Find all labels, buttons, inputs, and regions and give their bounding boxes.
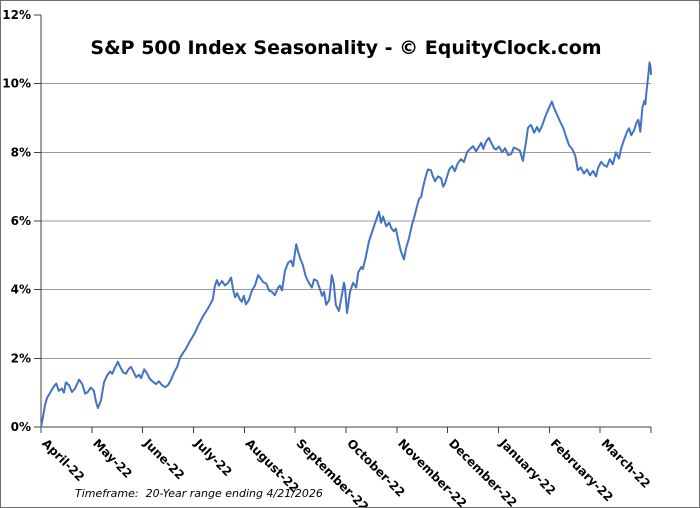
seasonality-line: [40, 61, 652, 428]
y-tick-label: 10%: [2, 77, 31, 91]
x-tick-label: March-22: [598, 436, 653, 491]
x-tick-label: July-22: [191, 436, 235, 480]
y-tick-label: 6%: [11, 214, 31, 228]
y-tick-label: 4%: [11, 283, 31, 297]
chart-footer: Timeframe: 20-Year range ending 4/21/202…: [75, 487, 323, 500]
y-tick-label: 0%: [11, 420, 31, 434]
y-tick-label: 2%: [11, 351, 31, 365]
y-tick-label: 12%: [2, 8, 31, 22]
x-tick-label: June-22: [140, 436, 187, 483]
chart-title: S&P 500 Index Seasonality - © EquityCloc…: [90, 37, 602, 59]
x-tick-label: April-22: [39, 436, 87, 484]
y-tick-label: 8%: [11, 145, 31, 159]
x-tick-label: May-22: [90, 436, 135, 481]
